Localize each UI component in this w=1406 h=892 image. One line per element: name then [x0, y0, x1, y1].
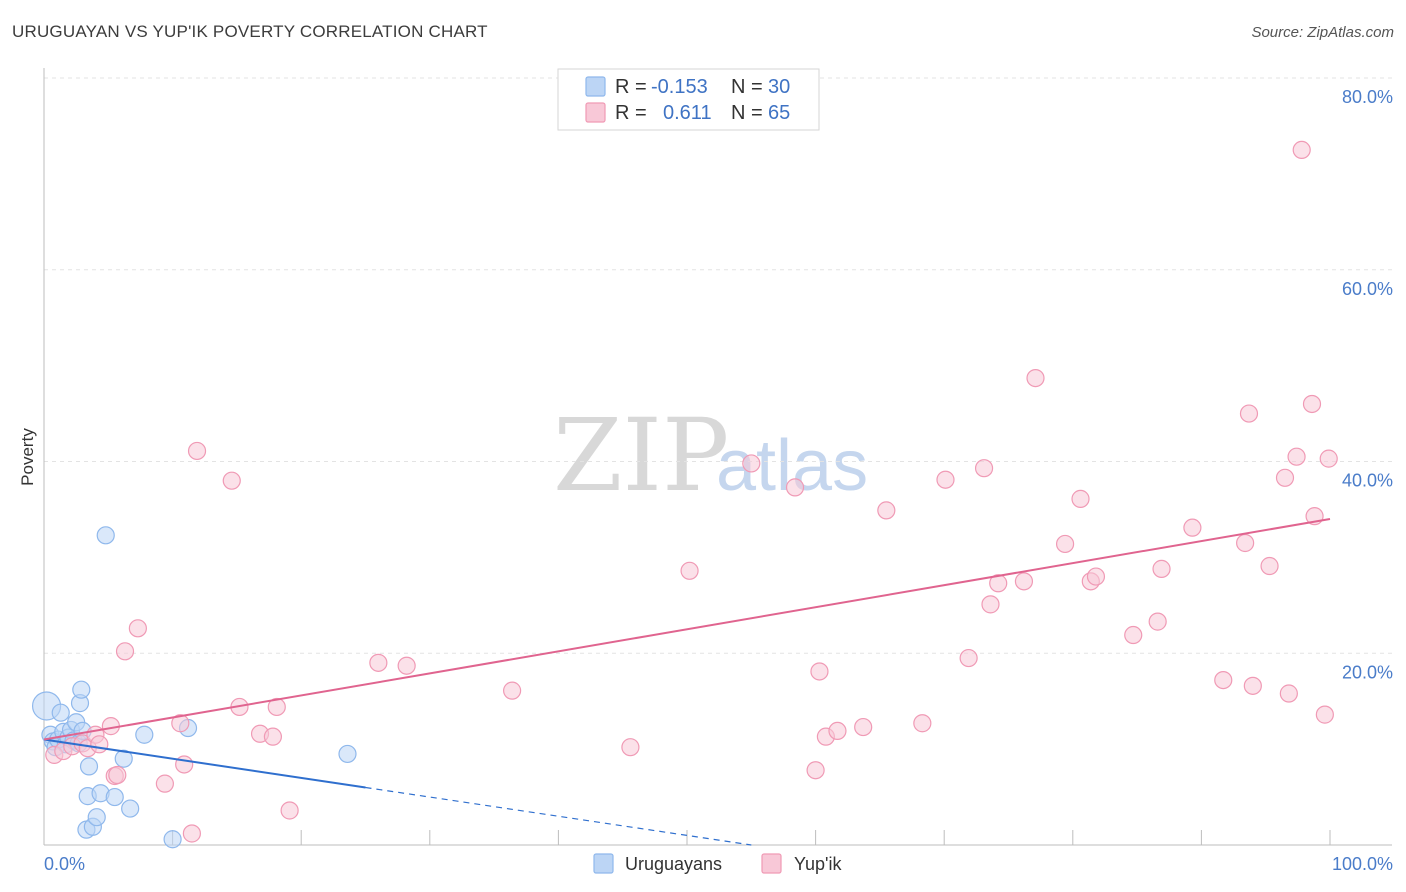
yupik-point-61 [1315, 705, 1334, 724]
y-tick-label-2: 60.0% [1342, 279, 1393, 299]
legend-n-value-2: 65 [768, 102, 790, 124]
yupik-point-35 [936, 470, 955, 489]
yupik-point-9 [108, 765, 127, 785]
yupik-point-20 [263, 727, 283, 746]
yupik-point-15 [182, 824, 201, 843]
bottom-legend-label-uruguayans: Uruguayans [625, 854, 722, 874]
yupik-point-16 [187, 441, 207, 461]
uruguayans-point-24 [114, 749, 133, 768]
y-tick-label-0: 20.0% [1342, 662, 1393, 682]
gridlines [44, 77, 1392, 654]
yupik-point-21 [267, 697, 286, 717]
yupik-point-12 [155, 774, 174, 793]
yupik-point-24 [397, 656, 416, 675]
yupik-point-45 [1086, 567, 1106, 586]
yupik-point-48 [1152, 559, 1171, 578]
x-tick-labels: 0.0% 100.0% [44, 854, 1393, 874]
yupik-point-11 [128, 619, 147, 638]
yupik-point-62 [1319, 449, 1338, 468]
legend-swatch-yupik [585, 102, 606, 123]
uruguayans-point-18 [79, 757, 99, 776]
yupik-point-10 [115, 642, 135, 661]
legend-n-label-1: N = [731, 76, 763, 98]
yupik-point-13 [171, 714, 190, 733]
trend-lines [43, 518, 1331, 846]
scatter-points [31, 140, 1338, 849]
yupik-point-38 [981, 595, 1000, 614]
legend-n-value-1: 30 [768, 76, 790, 98]
legend-r-value-2: 0.611 [663, 102, 712, 124]
source-label: Source: ZipAtlas.com [1251, 24, 1394, 41]
legend-n-label-2: N = [731, 102, 763, 124]
x-tick-label-0: 0.0% [44, 854, 85, 874]
yupik-point-57 [1287, 447, 1306, 466]
yupik-point-37 [974, 459, 994, 478]
yupik-point-28 [806, 761, 825, 780]
yupik-point-32 [854, 717, 873, 737]
yupik-point-56 [1279, 684, 1298, 703]
y-tick-label-3: 80.0% [1342, 87, 1393, 107]
yupik-point-26 [742, 454, 761, 473]
legend-swatch-uruguayans [585, 76, 606, 97]
uruguayans-point-29 [338, 744, 357, 764]
yupik-trend-line [43, 518, 1331, 741]
uruguayans-point-14 [72, 680, 91, 699]
yupik-point-51 [1236, 533, 1255, 553]
yupik-point-25 [680, 561, 699, 580]
yupik-point-46 [1124, 625, 1143, 645]
yupik-point-54 [1260, 556, 1279, 576]
yupik-point-40 [1014, 572, 1034, 591]
yupik-point-49 [1183, 518, 1202, 537]
y-tick-labels: 20.0% 40.0% 60.0% 80.0% [1342, 87, 1393, 682]
yupik-point-50 [1214, 670, 1233, 690]
yupik-point-29 [810, 662, 829, 681]
x-ticks [43, 830, 1331, 845]
bottom-legend-swatch-yupik [761, 853, 782, 874]
yupik-point-41 [1026, 368, 1045, 388]
yupik-point-43 [1071, 489, 1090, 508]
uruguayans-point-20 [87, 808, 106, 827]
legend-r-value-1: -0.153 [651, 76, 708, 98]
yupik-point-59 [1302, 394, 1322, 414]
x-tick-label-1: 100.0% [1332, 854, 1393, 874]
yupik-point-22 [280, 801, 299, 820]
uruguayans-point-5 [51, 703, 70, 722]
yupik-point-27 [785, 478, 805, 497]
uruguayans-point-22 [96, 526, 115, 545]
watermark-zip: ZIP [553, 397, 729, 514]
yupik-point-33 [877, 501, 896, 520]
uruguayans-trend-line [43, 738, 366, 789]
yupik-point-58 [1292, 140, 1311, 160]
yupik-point-14 [175, 755, 194, 774]
bottom-legend: Uruguayans Yup'ik [593, 853, 842, 874]
bottom-legend-label-yupik: Yup'ik [794, 854, 842, 874]
uruguayans-point-27 [163, 830, 182, 849]
watermark: ZIP atlas [553, 397, 868, 514]
yupik-point-55 [1275, 468, 1295, 487]
uruguayans-point-25 [121, 799, 140, 818]
chart-title: URUGUAYAN VS YUP'IK POVERTY CORRELATION … [12, 22, 488, 41]
yupik-point-39 [989, 574, 1008, 593]
uruguayans-point-26 [135, 725, 154, 744]
yupik-point-52 [1239, 404, 1259, 423]
legend-r-label-2: R = [615, 102, 647, 124]
legend-r-label-1: R = [615, 76, 647, 98]
yupik-point-23 [369, 653, 388, 672]
bottom-legend-swatch-uruguayans [593, 853, 614, 874]
yupik-point-36 [959, 648, 978, 668]
yupik-point-47 [1148, 612, 1167, 631]
uruguayans-point-23 [105, 787, 124, 807]
yupik-point-17 [222, 471, 241, 490]
yupik-point-42 [1055, 534, 1075, 554]
yupik-point-6 [90, 735, 109, 754]
legend-box: R = -0.153 N = 30 R = 0.611 N = 65 [557, 68, 820, 131]
y-axis-title: Poverty [18, 428, 37, 486]
y-tick-label-1: 40.0% [1342, 471, 1393, 491]
yupik-point-63 [503, 681, 522, 700]
yupik-point-53 [1243, 676, 1262, 695]
yupik-point-64 [621, 738, 640, 757]
yupik-point-31 [828, 721, 847, 741]
yupik-point-34 [913, 714, 932, 733]
